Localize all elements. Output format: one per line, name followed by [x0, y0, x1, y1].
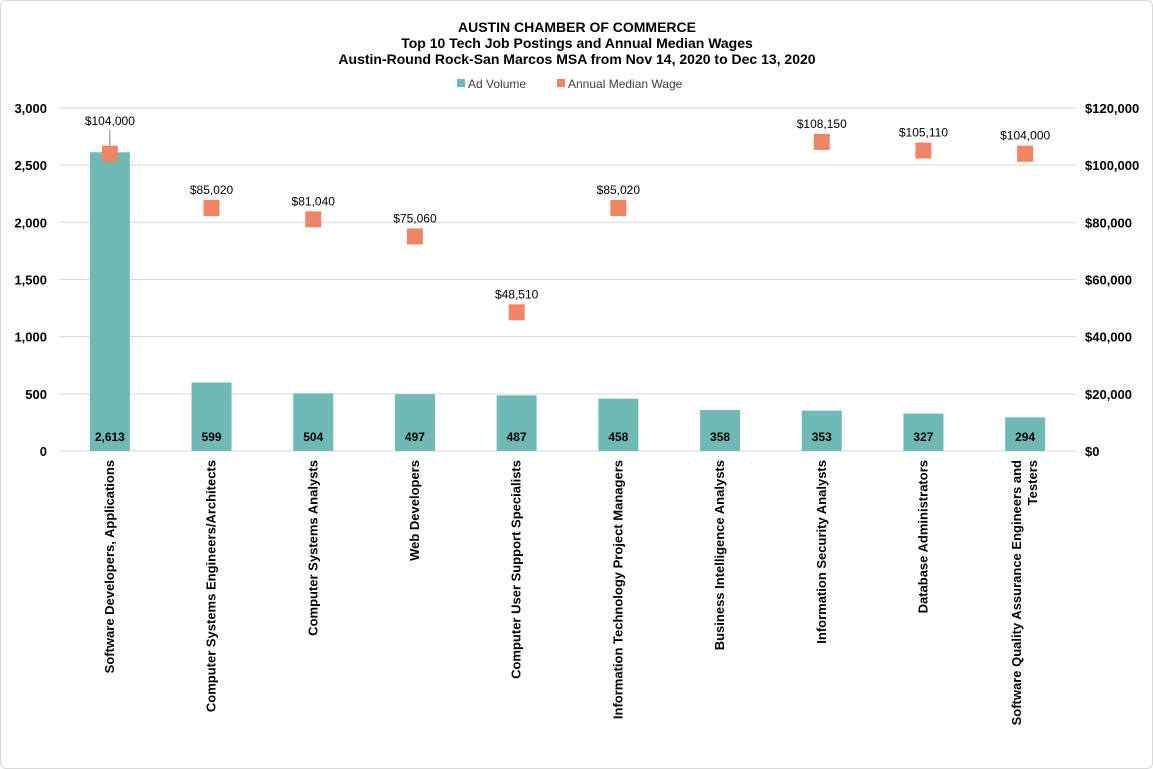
wage-value-label: $81,040	[292, 194, 336, 208]
left-tick-label: 2,500	[14, 158, 47, 173]
left-tick-label: 3,000	[14, 101, 47, 116]
right-tick-label: $100,000	[1085, 158, 1139, 173]
category-label: Web Developers	[407, 460, 422, 561]
category-label: Database Administrators	[915, 460, 930, 613]
wage-markers: $104,000 $85,020 $81,040 $75,060 $48,510 $85,…	[85, 114, 1050, 321]
category-label: Computer User Support Specialists	[509, 460, 524, 679]
wage-value-label: $85,020	[597, 183, 641, 197]
bar-value-label: 599	[202, 430, 222, 444]
wage-marker	[305, 211, 322, 228]
bar-value-label: 497	[405, 430, 425, 444]
category-label: Information Technology Project Managers	[610, 460, 625, 719]
wage-value-label: $104,000	[1000, 129, 1050, 143]
right-y-axis: $0 $20,000 $40,000 $60,000 $80,000 $100,000 $1…	[1085, 101, 1139, 459]
legend-label-ad-volume: Ad Volume	[468, 77, 526, 91]
left-tick-label: 0	[40, 444, 47, 459]
wage-value-label: $85,020	[190, 183, 234, 197]
bar-ad-volume	[89, 152, 130, 451]
wage-value-label: $104,000	[85, 114, 135, 128]
chart-title-line-2: Top 10 Tech Job Postings and Annual Medi…	[401, 35, 753, 51]
wage-marker	[203, 199, 220, 216]
wage-marker	[508, 304, 525, 321]
bar-value-label: 327	[913, 430, 933, 444]
bar-value-label: 458	[608, 430, 628, 444]
wage-marker	[813, 133, 830, 150]
right-tick-label: $60,000	[1085, 273, 1132, 288]
wage-marker	[915, 142, 932, 159]
wage-marker	[101, 145, 118, 162]
legend-swatch-annual-median-wage	[557, 79, 565, 87]
right-tick-label: $20,000	[1085, 387, 1132, 402]
category-label: Business Intelligence Analysts	[712, 460, 727, 650]
bar-ad-volume	[191, 382, 232, 451]
left-tick-label: 2,000	[14, 215, 47, 230]
bar-ad-volume	[801, 410, 842, 451]
bar-ad-volume	[1005, 417, 1046, 451]
wage-value-label: $48,510	[495, 287, 539, 301]
wage-value-label: $105,110	[899, 126, 948, 140]
right-tick-label: $80,000	[1085, 215, 1132, 230]
category-axis-labels: Software Developers, Applications Compute…	[102, 460, 1040, 725]
category-label: Information Security Analysts	[814, 460, 829, 644]
left-tick-label: 500	[25, 387, 47, 402]
left-tick-label: 1,500	[14, 273, 47, 288]
bar-ad-volume	[598, 398, 639, 451]
wage-marker	[610, 199, 627, 216]
ad-volume-bars	[89, 152, 1046, 451]
legend-swatch-ad-volume	[457, 79, 465, 87]
bar-value-label: 2,613	[95, 430, 125, 444]
bar-value-label: 487	[507, 430, 527, 444]
bar-ad-volume	[394, 394, 435, 451]
bar-ad-volume	[700, 410, 741, 451]
category-label: Computer Systems Engineers/Architects	[204, 460, 219, 712]
category-label: Software Quality Assurance Engineers and	[1009, 460, 1024, 725]
category-label: Software Developers, Applications	[102, 460, 117, 673]
chart-legend: Ad Volume Annual Median Wage	[457, 77, 683, 91]
bar-ad-volume	[496, 395, 537, 451]
right-tick-label: $40,000	[1085, 330, 1132, 345]
bar-value-label: 353	[812, 430, 832, 444]
right-tick-label: $0	[1085, 444, 1099, 459]
wage-marker	[406, 228, 423, 245]
wage-value-label: $108,150	[797, 117, 847, 131]
left-tick-label: 1,000	[14, 330, 47, 345]
left-y-axis: 0 500 1,000 1,500 2,000 2,500 3,000	[14, 101, 47, 459]
wage-marker	[1017, 145, 1034, 162]
bar-ad-volume	[903, 413, 944, 451]
category-label: Testers	[1025, 460, 1040, 505]
bar-value-label: 294	[1015, 430, 1035, 444]
bar-value-label: 358	[710, 430, 730, 444]
bar-value-label: 504	[303, 430, 323, 444]
category-label: Computer Systems Analysts	[305, 460, 320, 636]
right-tick-label: $120,000	[1085, 101, 1139, 116]
bar-ad-volume	[293, 393, 334, 451]
ad-volume-labels: 2,613 599 504 497 487 458 358 353 327 294	[95, 430, 1036, 444]
legend-label-annual-median-wage: Annual Median Wage	[568, 77, 683, 91]
chart-title-line-1: AUSTIN CHAMBER OF COMMERCE	[458, 19, 696, 35]
chart-title-line-3: Austin-Round Rock-San Marcos MSA from No…	[338, 51, 815, 67]
wage-value-label: $75,060	[393, 211, 437, 225]
